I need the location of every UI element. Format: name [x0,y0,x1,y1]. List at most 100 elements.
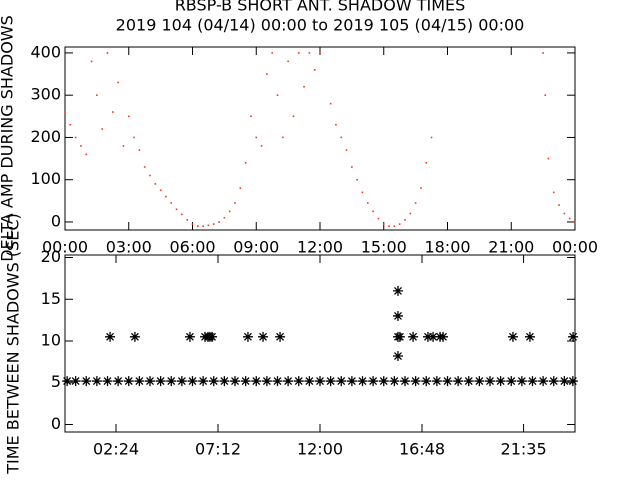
point [275,331,286,342]
point [212,223,215,225]
point [282,136,284,139]
point [197,225,199,227]
y-tick-label: 5 [51,372,61,391]
point [431,376,442,387]
point [357,376,368,387]
point [544,94,547,96]
point [106,52,109,54]
y-axis-label: DELTA AMP DURING SHADOWS [0,15,17,262]
point [91,376,102,387]
point [251,376,262,387]
point [325,376,336,387]
point [388,225,390,227]
point [400,376,410,387]
point [260,145,263,147]
x-tick-label: 16:48 [399,440,445,459]
point [191,223,194,225]
point [70,376,81,387]
x-tick-label: 21:35 [501,440,547,459]
y-tick-label: 400 [30,42,61,61]
point [202,225,204,227]
point [187,376,198,387]
point [159,189,162,192]
point [102,376,113,387]
x-tick-label: 06:00 [169,238,215,257]
point [356,178,358,181]
point [507,331,518,342]
point [105,331,116,342]
x-tick-label: 00:00 [42,238,88,257]
point [398,223,401,225]
point [506,376,517,387]
point [568,331,579,342]
point [293,376,304,387]
point [414,202,417,204]
point [393,225,396,227]
point [145,376,155,387]
point [127,115,130,118]
y-tick-label: 100 [30,169,61,188]
point [250,115,252,118]
point [230,376,240,387]
point [134,376,145,387]
point [409,212,412,215]
point [74,136,77,139]
x-tick-label: 21:00 [488,238,534,257]
plot-frame [64,46,576,231]
point [319,52,321,54]
point [329,102,332,105]
x-tick-label: 00:00 [552,238,598,257]
point [568,217,571,220]
point [85,153,88,156]
point [392,310,403,321]
point [62,376,73,387]
point [242,331,253,342]
x-tick-label: 12:00 [297,238,343,257]
point [410,376,421,387]
point [335,123,337,126]
point [538,376,549,387]
point [313,69,316,71]
y-tick-label: 0 [51,211,61,230]
point [389,376,400,387]
point [453,376,464,387]
point [408,331,419,342]
point [547,157,550,160]
point [155,376,166,387]
point [346,376,357,387]
point [404,219,406,221]
point [394,331,405,342]
point [304,376,315,387]
point [422,331,433,342]
point [345,149,348,151]
point [117,81,119,84]
y-tick-label: 200 [30,127,61,146]
point [351,166,353,168]
point [420,187,422,189]
point [287,60,289,63]
point [558,204,560,206]
point [495,376,506,387]
point [292,115,295,118]
point [239,187,242,189]
point [442,376,453,387]
y-tick-label: 10 [41,330,61,349]
point [276,94,279,96]
point [382,223,385,225]
point [175,208,178,211]
point [425,162,428,164]
point [223,216,226,219]
y-axis-label: TIME BETWEEN SHADOWS (SEC) [4,213,23,474]
point [516,376,527,387]
x-tick-label: 09:00 [233,238,279,257]
point [90,60,93,63]
point [154,183,157,185]
point [271,52,273,54]
point [138,149,141,151]
point [219,376,230,387]
point [574,221,576,223]
y-tick-label: 0 [51,414,61,433]
point [198,376,209,387]
point [378,376,389,387]
point [149,174,151,177]
